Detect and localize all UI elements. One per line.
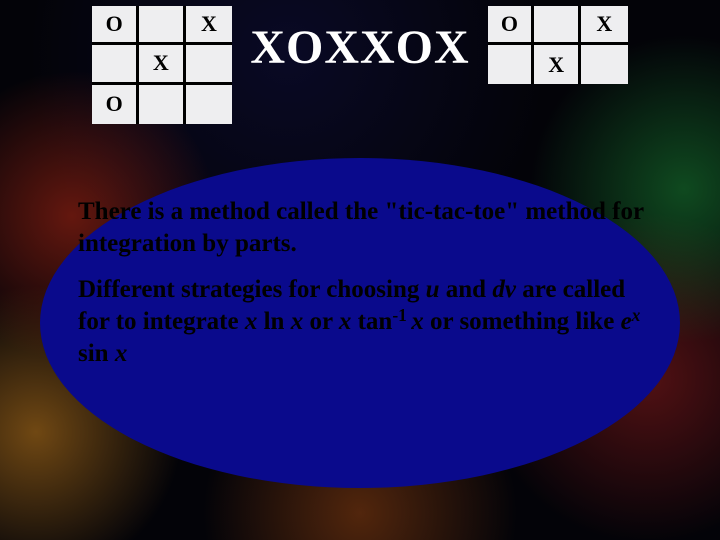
text: and [440, 276, 493, 303]
var-x: x [245, 308, 258, 335]
var-e: e [621, 308, 632, 335]
cell: X [186, 6, 233, 45]
cell [534, 6, 581, 45]
cell [186, 85, 233, 124]
slide-title: XOXXOX [250, 20, 469, 75]
cell [488, 45, 535, 84]
text: ln [257, 308, 290, 335]
paragraph-2: Different strategies for choosing u and … [78, 274, 658, 370]
var-x: x [291, 308, 304, 335]
text: Different strategies for choosing [78, 276, 426, 303]
text: or [303, 308, 339, 335]
paragraph-1: There is a method called the "tic-tac-to… [78, 196, 658, 260]
cell: O [92, 85, 139, 124]
cell [139, 85, 186, 124]
var-dv: dv [492, 276, 516, 303]
cell [186, 45, 233, 84]
cell: X [534, 45, 581, 84]
cell: O [92, 6, 139, 45]
text: or something like [424, 308, 621, 335]
var-u: u [426, 276, 440, 303]
tictactoe-board-right: O X X [488, 6, 628, 84]
cell [92, 45, 139, 84]
superscript: x [632, 305, 641, 325]
superscript: -1 [392, 305, 411, 325]
header-row: O X X O XOXXOX O X X [0, 0, 720, 130]
var-x: x [115, 340, 128, 367]
cell [139, 6, 186, 45]
var-x: x [411, 308, 424, 335]
var-x: x [339, 308, 352, 335]
cell: X [139, 45, 186, 84]
content-text: There is a method called the "tic-tac-to… [78, 196, 658, 384]
cell: O [488, 6, 535, 45]
cell: X [581, 6, 628, 45]
text: sin [78, 340, 115, 367]
text: tan [351, 308, 392, 335]
tictactoe-board-left: O X X O [92, 6, 232, 124]
cell [581, 45, 628, 84]
